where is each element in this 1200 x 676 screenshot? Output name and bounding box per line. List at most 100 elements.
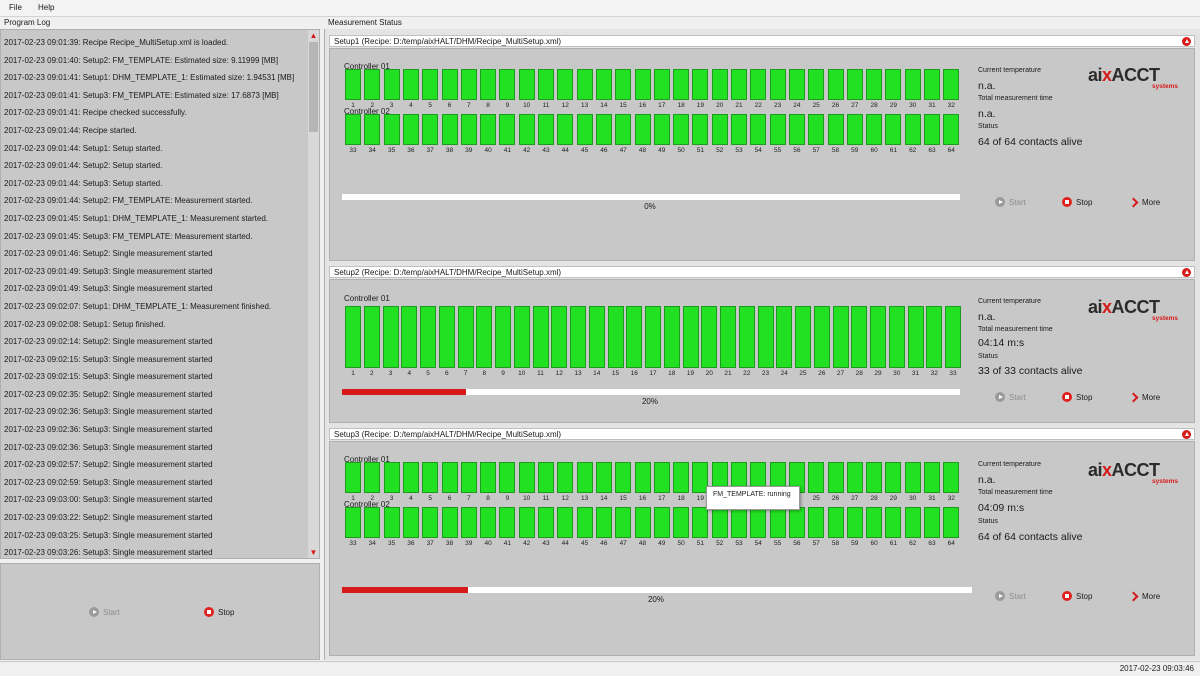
contact-indicator[interactable]: 23 [757,306,774,377]
contact-indicator[interactable]: 30 [904,69,921,109]
contact-indicator[interactable]: 31 [907,306,924,377]
contact-indicator[interactable]: 51 [692,114,709,154]
contact-indicator[interactable]: 5 [422,69,439,109]
contact-indicator[interactable]: 28 [851,306,868,377]
contact-indicator[interactable]: 14 [595,462,612,502]
contact-indicator[interactable]: 59 [846,114,863,154]
contact-indicator[interactable]: 28 [866,462,883,502]
contact-indicator[interactable]: 63 [924,507,940,547]
contact-indicator[interactable]: 20 [701,306,718,377]
contact-indicator[interactable]: 6 [438,306,455,377]
contact-indicator[interactable]: 26 [827,462,844,502]
contact-indicator[interactable]: 49 [653,114,670,154]
collapse-icon[interactable] [1182,268,1191,277]
contact-indicator[interactable]: 37 [422,507,439,547]
contact-indicator[interactable]: 38 [441,507,458,547]
contact-indicator[interactable]: 36 [402,114,419,154]
contact-indicator[interactable]: 5 [420,306,436,377]
contact-indicator[interactable]: 46 [595,114,612,154]
contact-indicator[interactable]: 9 [499,462,516,502]
contact-indicator[interactable]: 8 [476,306,493,377]
contact-indicator[interactable]: 24 [776,306,793,377]
contact-indicator[interactable]: 39 [460,114,477,154]
contact-indicator[interactable]: 42 [518,114,535,154]
contact-indicator[interactable]: 3 [382,306,399,377]
contact-indicator[interactable]: 13 [576,69,593,109]
contact-indicator[interactable]: 22 [738,306,755,377]
contact-indicator[interactable]: 13 [570,306,586,377]
contact-indicator[interactable]: 43 [538,114,554,154]
contact-indicator[interactable]: 48 [634,114,651,154]
contact-indicator[interactable]: 18 [673,69,690,109]
contact-indicator[interactable]: 4 [402,462,419,502]
contact-indicator[interactable]: 3 [383,69,400,109]
contact-indicator[interactable]: 13 [576,462,593,502]
contact-indicator[interactable]: 21 [731,69,747,109]
contact-indicator[interactable]: 30 [904,462,921,502]
contact-indicator[interactable]: 44 [557,507,574,547]
contact-indicator[interactable]: 32 [943,462,960,502]
contact-indicator[interactable]: 49 [653,507,670,547]
contact-indicator[interactable]: 21 [720,306,736,377]
contact-indicator[interactable]: 18 [673,462,690,502]
setup2-stop-button[interactable]: Stop [1062,392,1092,402]
contact-indicator[interactable]: 32 [926,306,943,377]
contact-indicator[interactable]: 25 [808,69,825,109]
contact-indicator[interactable]: 27 [846,69,863,109]
contact-indicator[interactable]: 16 [634,69,651,109]
contact-indicator[interactable]: 10 [518,69,535,109]
contact-indicator[interactable]: 6 [441,462,458,502]
contact-indicator[interactable]: 6 [441,69,458,109]
contact-indicator[interactable]: 11 [532,306,549,377]
contact-indicator[interactable]: 64 [943,507,960,547]
scroll-up-icon[interactable]: ▲ [309,31,318,40]
contact-indicator[interactable]: 7 [460,69,477,109]
contact-indicator[interactable]: 9 [499,69,516,109]
contact-indicator[interactable]: 19 [682,306,699,377]
log-scrollbar[interactable]: ▲ ▼ [308,30,319,558]
contact-indicator[interactable]: 10 [513,306,530,377]
setup1-start-button[interactable]: Start [995,197,1026,207]
contact-indicator[interactable]: 35 [383,114,400,154]
contact-indicator[interactable]: 23 [769,69,786,109]
contact-indicator[interactable]: 57 [808,114,825,154]
contact-indicator[interactable]: 1 [345,306,361,377]
contact-indicator[interactable]: 20 [711,69,728,109]
contact-indicator[interactable]: 47 [615,114,632,154]
setup1-more-button[interactable]: More [1130,197,1160,207]
contact-indicator[interactable]: 31 [924,462,940,502]
menu-help[interactable]: Help [38,3,55,12]
contact-indicator[interactable]: 45 [576,114,593,154]
contact-indicator[interactable]: 22 [750,69,767,109]
contact-indicator[interactable]: 2 [363,306,380,377]
contact-indicator[interactable]: 15 [615,462,632,502]
contact-indicator[interactable]: 41 [499,507,516,547]
contact-indicator[interactable]: 55 [769,114,786,154]
setup3-more-button[interactable]: More [1130,591,1160,601]
contact-indicator[interactable]: 39 [460,507,477,547]
contact-indicator[interactable]: 10 [518,462,535,502]
contact-indicator[interactable]: 25 [808,462,825,502]
contact-indicator[interactable]: 47 [615,507,632,547]
setup2-more-button[interactable]: More [1130,392,1160,402]
contact-indicator[interactable]: 25 [795,306,811,377]
scroll-down-icon[interactable]: ▼ [309,548,318,557]
contact-indicator[interactable]: 58 [827,507,844,547]
contact-indicator[interactable]: 4 [401,306,418,377]
contact-indicator[interactable]: 27 [846,462,863,502]
contact-indicator[interactable]: 14 [595,69,612,109]
contact-indicator[interactable]: 50 [673,507,690,547]
contact-indicator[interactable]: 26 [813,306,830,377]
log-start-button[interactable]: Start [89,607,120,617]
contact-indicator[interactable]: 34 [364,507,381,547]
contact-indicator[interactable]: 54 [750,114,767,154]
contact-indicator[interactable]: 29 [885,462,902,502]
contact-indicator[interactable]: 55 [769,507,786,547]
contact-indicator[interactable]: 58 [827,114,844,154]
contact-indicator[interactable]: 52 [711,114,728,154]
contact-indicator[interactable]: 29 [870,306,886,377]
contact-indicator[interactable]: 15 [615,69,632,109]
setup2-start-button[interactable]: Start [995,392,1026,402]
contact-indicator[interactable]: 48 [634,507,651,547]
contact-indicator[interactable]: 28 [866,69,883,109]
